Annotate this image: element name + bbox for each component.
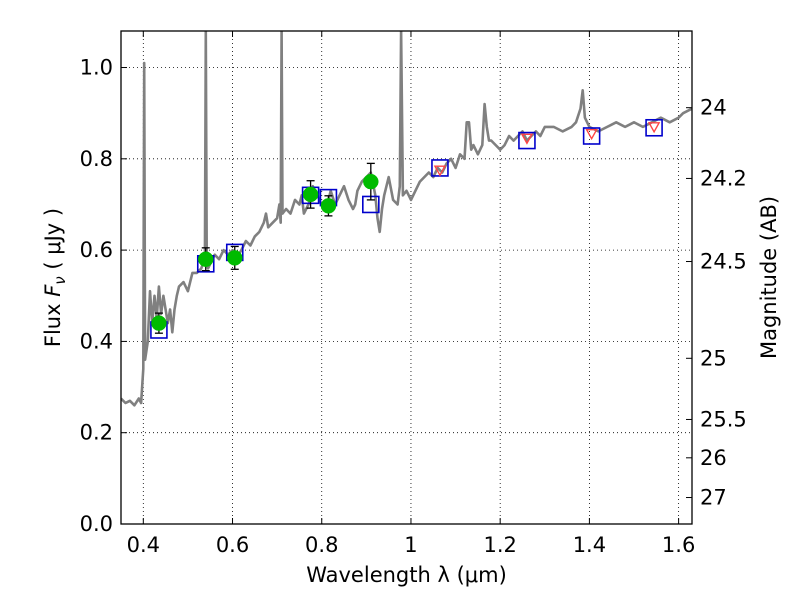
x-tick-label: 1 xyxy=(404,533,417,557)
model-photometry-square xyxy=(518,131,536,150)
model-photometry-square xyxy=(645,118,663,137)
observed-photometry-point xyxy=(320,198,337,214)
observed-photometry-point xyxy=(198,251,214,267)
sed-model-line xyxy=(121,31,692,407)
right-tick-label: 24.5 xyxy=(700,250,747,274)
plot-area xyxy=(121,31,692,407)
plot-frame xyxy=(120,30,693,525)
right-tick-label: 25 xyxy=(700,346,727,370)
model-photometry-square xyxy=(582,127,601,145)
y-tick-label: 0.4 xyxy=(80,329,113,353)
x-tick-label: 1.2 xyxy=(483,533,516,557)
right-tick-label: 26 xyxy=(700,446,727,470)
right-tick-label: 27 xyxy=(700,486,727,510)
right-axis-label: Magnitude (AB) xyxy=(757,196,781,359)
y-tick-label: 0.8 xyxy=(80,147,113,171)
y-tick-label: 0.2 xyxy=(80,421,113,445)
y-axis-label: Flux Fν ( μJy ) xyxy=(41,208,69,347)
observed-photometry-point xyxy=(151,315,167,331)
x-tick-label: 0.6 xyxy=(216,533,249,557)
y-axis-label-unit: ( μJy ) xyxy=(41,208,65,276)
x-tick-label: 1.6 xyxy=(662,533,695,557)
nir-photometry-marker xyxy=(585,129,598,141)
y-axis-label-symbol: F xyxy=(41,284,65,297)
x-axis-label: Wavelength λ (μm) xyxy=(306,563,507,587)
observed-photometry-point xyxy=(363,173,379,190)
y-tick-label: 1.0 xyxy=(80,56,113,80)
nir-photometry-marker xyxy=(647,122,661,134)
observed-photometry-point xyxy=(302,186,319,203)
y-axis-label-prefix: Flux xyxy=(41,297,65,347)
right-tick-label: 25.5 xyxy=(700,407,747,431)
right-tick-label: 24 xyxy=(700,96,727,120)
right-tick-label: 24.2 xyxy=(700,166,747,190)
x-tick-label: 0.4 xyxy=(127,533,160,557)
nir-photometry-marker xyxy=(520,133,534,145)
x-tick-label: 1.4 xyxy=(573,533,606,557)
ticks: 0.4 0.6 0.8 1 1.2 1.4 1.6 0.0 0.2 0.4 0.6 0.8 1.0 24 2… xyxy=(80,31,747,557)
y-tick-label: 0.6 xyxy=(80,238,113,262)
observed-photometry-point xyxy=(227,250,243,266)
x-tick-label: 0.8 xyxy=(305,533,338,557)
y-axis-label-subscript: ν xyxy=(51,276,69,284)
nir-photometry-marker xyxy=(433,165,447,177)
y-tick-label: 0.0 xyxy=(80,512,113,536)
